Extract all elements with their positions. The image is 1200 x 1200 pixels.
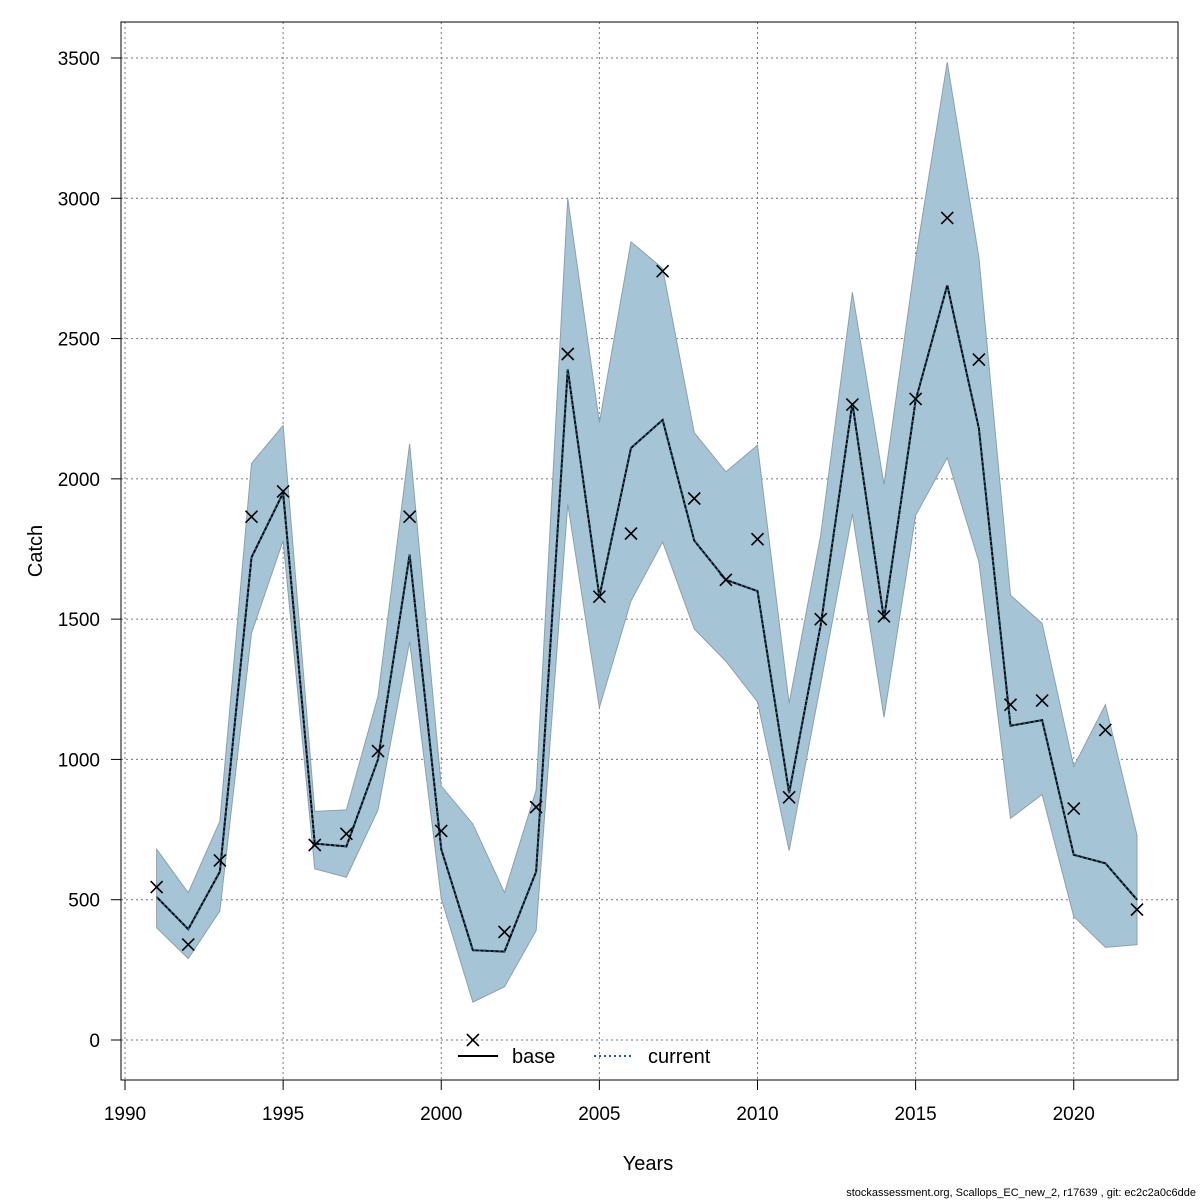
observed-point bbox=[1098, 723, 1112, 737]
y-tick-label: 3500 bbox=[58, 49, 100, 70]
observed-point bbox=[213, 853, 227, 867]
observed-point bbox=[371, 744, 385, 758]
footer-text: stockassessment.org, Scallops_EC_new_2, … bbox=[846, 1187, 1196, 1199]
observed-point bbox=[308, 838, 322, 852]
series-line-current bbox=[155, 284, 1138, 953]
observed-point bbox=[687, 491, 701, 506]
y-tick-label: 1000 bbox=[58, 750, 100, 771]
y-tick-label: 1500 bbox=[58, 610, 100, 631]
legend-label-current: current bbox=[648, 1046, 711, 1068]
y-tick-label: 0 bbox=[89, 1031, 100, 1052]
y-tick-label: 2000 bbox=[58, 470, 100, 491]
observed-point bbox=[339, 827, 353, 841]
observed-point bbox=[561, 347, 575, 361]
observed-point bbox=[1003, 698, 1018, 712]
observed-point bbox=[782, 790, 796, 804]
legend-label-base: base bbox=[512, 1046, 555, 1068]
y-tick-label: 3000 bbox=[58, 189, 100, 210]
x-axis: 1990 1995 2000 2005 2010 2015 2020 bbox=[104, 1079, 1095, 1125]
observed-point bbox=[403, 510, 417, 524]
confidence-band bbox=[156, 62, 1138, 1003]
observed-point bbox=[592, 590, 606, 604]
x-tick-label: 2000 bbox=[420, 1104, 462, 1125]
x-tick-label: 1995 bbox=[262, 1104, 304, 1125]
x-tick-label: 2010 bbox=[736, 1104, 778, 1125]
y-axis-title: Catch bbox=[25, 525, 47, 577]
observed-point bbox=[972, 353, 986, 367]
legend: base current bbox=[458, 1046, 711, 1068]
x-axis-title: Years bbox=[623, 1153, 673, 1175]
observed-point bbox=[940, 211, 954, 225]
observed-point bbox=[877, 609, 891, 623]
observed-point bbox=[624, 527, 638, 541]
observed-point bbox=[719, 573, 733, 587]
x-tick-label: 1990 bbox=[104, 1104, 146, 1125]
observed-point bbox=[466, 1033, 480, 1047]
observed-point bbox=[497, 925, 512, 939]
y-tick-label: 500 bbox=[68, 891, 100, 912]
observed-point bbox=[845, 397, 859, 412]
observed-point bbox=[150, 880, 164, 894]
observed-point bbox=[244, 510, 259, 524]
observed-point bbox=[276, 484, 290, 499]
x-tick-label: 2015 bbox=[894, 1104, 936, 1125]
observed-point bbox=[1067, 801, 1081, 816]
observed-point bbox=[909, 392, 923, 406]
x-tick-label: 2005 bbox=[578, 1104, 620, 1125]
observed-point bbox=[529, 800, 543, 814]
observed-point bbox=[814, 612, 828, 626]
x-tick-label: 2020 bbox=[1053, 1104, 1095, 1125]
observed-point bbox=[656, 264, 670, 278]
observed-points bbox=[150, 211, 1144, 1047]
observed-point bbox=[434, 824, 448, 838]
observed-point bbox=[1130, 902, 1144, 917]
observed-point bbox=[181, 938, 195, 952]
y-tick-label: 2500 bbox=[58, 330, 100, 351]
observed-point bbox=[1035, 693, 1049, 708]
observed-point bbox=[750, 532, 765, 546]
y-axis: 0 500 1000 1500 2000 2500 3000 3500 bbox=[58, 49, 122, 1052]
